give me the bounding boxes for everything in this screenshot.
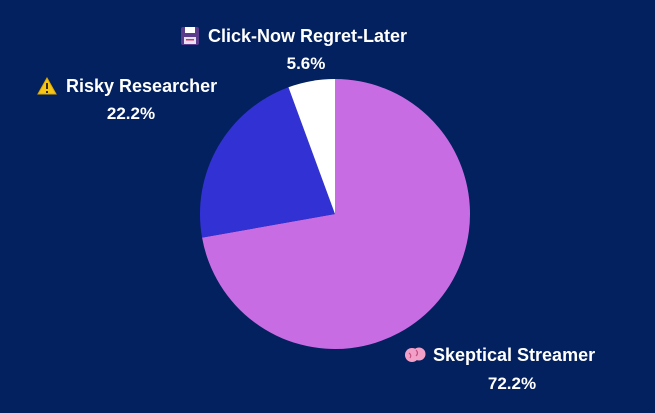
slice-label: Risky Researcher bbox=[66, 76, 217, 96]
warning-icon bbox=[37, 76, 57, 95]
label-click-now-regret-later: Click-Now Regret-Later 5.6% bbox=[181, 26, 407, 73]
label-risky-researcher: Risky Researcher 22.2% bbox=[37, 76, 217, 123]
slice-click-now-regret-later bbox=[288, 79, 335, 214]
slice-skeptical-streamer bbox=[202, 79, 471, 350]
slice-value-label: 5.6% bbox=[287, 54, 326, 73]
slice-value-label: 22.2% bbox=[107, 104, 155, 123]
pie-slices bbox=[200, 79, 471, 350]
slice-value-label: 72.2% bbox=[488, 374, 536, 393]
slice-risky-researcher bbox=[200, 87, 335, 238]
slice-label: Skeptical Streamer bbox=[433, 345, 595, 365]
slice-label: Click-Now Regret-Later bbox=[208, 26, 407, 46]
brain-icon bbox=[405, 347, 426, 362]
floppy-disk-icon bbox=[181, 27, 199, 45]
label-skeptical-streamer: Skeptical Streamer 72.2% bbox=[405, 345, 595, 393]
